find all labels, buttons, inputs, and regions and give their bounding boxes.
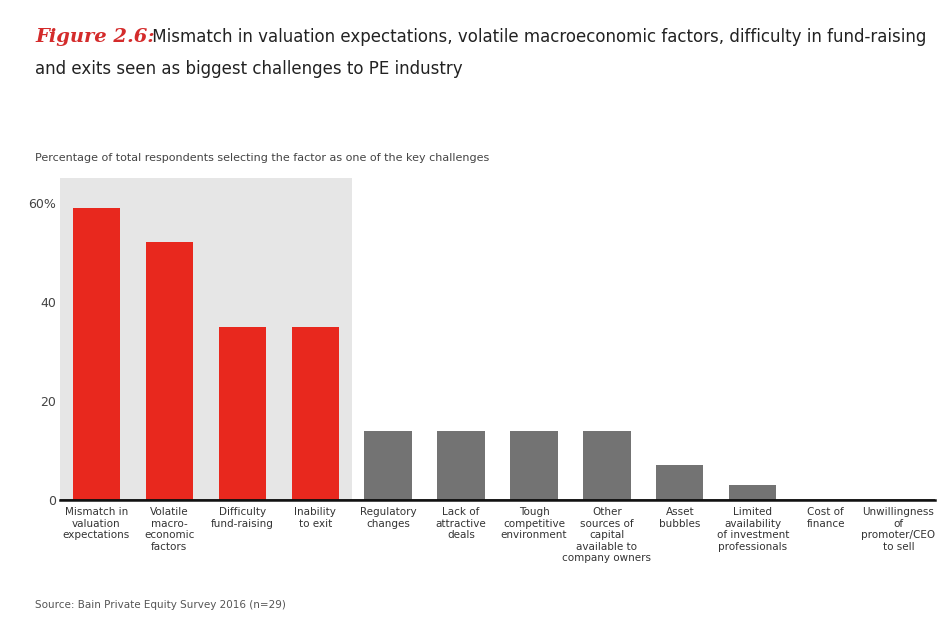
- Bar: [60, 178, 352, 500]
- Bar: [218, 326, 266, 500]
- Bar: [729, 485, 776, 500]
- Text: In your view, what will be the biggest challenges and barriers to growth of the : In your view, what will be the biggest c…: [35, 128, 915, 138]
- Text: Mismatch in valuation expectations, volatile macroeconomic factors, difficulty i: Mismatch in valuation expectations, vola…: [147, 28, 926, 46]
- Text: Source: Bain Private Equity Survey 2016 (n=29): Source: Bain Private Equity Survey 2016 …: [35, 600, 286, 610]
- Text: Percentage of total respondents selecting the factor as one of the key challenge: Percentage of total respondents selectin…: [35, 153, 489, 163]
- Bar: [292, 326, 339, 500]
- Bar: [583, 431, 631, 500]
- Text: Figure 2.6:: Figure 2.6:: [35, 28, 155, 46]
- Bar: [437, 431, 484, 500]
- Text: and exits seen as biggest challenges to PE industry: and exits seen as biggest challenges to …: [35, 60, 463, 78]
- Bar: [73, 208, 120, 500]
- Bar: [510, 431, 558, 500]
- Bar: [145, 242, 193, 500]
- Bar: [365, 431, 411, 500]
- Bar: [656, 465, 704, 500]
